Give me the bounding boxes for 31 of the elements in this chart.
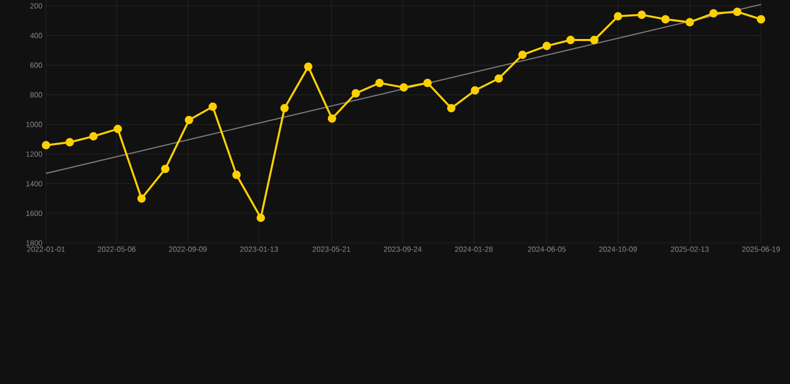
point [470, 86, 480, 95]
point [280, 104, 289, 112]
point [566, 36, 575, 44]
point [328, 114, 336, 123]
point [42, 141, 50, 150]
point [423, 78, 432, 88]
point [518, 50, 527, 60]
point [184, 116, 194, 124]
point [66, 138, 74, 146]
point [232, 170, 241, 180]
point [661, 15, 670, 24]
point [709, 9, 718, 18]
point [733, 8, 742, 16]
point [375, 78, 384, 88]
point [494, 74, 503, 83]
point [208, 102, 217, 111]
point [686, 18, 694, 26]
point [89, 132, 98, 141]
point [137, 194, 146, 203]
point [304, 62, 312, 71]
point [756, 15, 766, 24]
point [590, 36, 598, 44]
point [614, 12, 622, 20]
point [542, 42, 551, 50]
point [114, 124, 122, 134]
point [352, 89, 360, 98]
point [638, 10, 646, 20]
point [447, 104, 456, 112]
point [400, 83, 408, 92]
point [161, 164, 170, 174]
point [256, 214, 265, 222]
